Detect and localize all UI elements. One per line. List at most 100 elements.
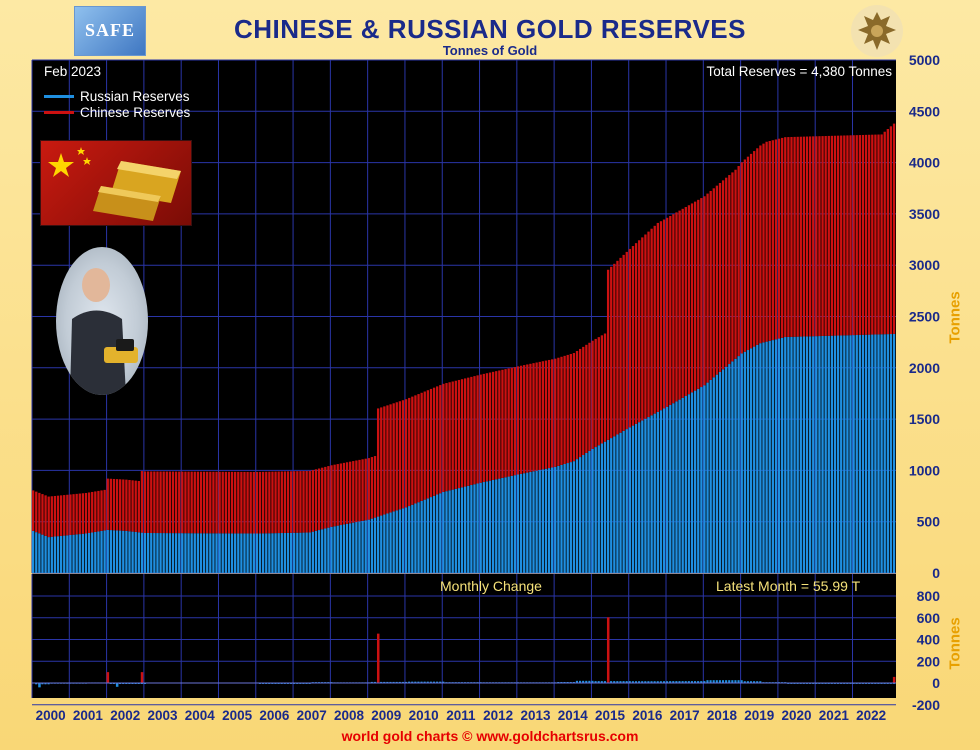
change-bar-russian <box>675 681 678 683</box>
bar-chinese <box>230 471 234 534</box>
bar-russian <box>81 533 85 573</box>
bar-russian <box>619 432 622 573</box>
change-bar-russian <box>591 680 594 683</box>
bar-russian <box>134 531 137 573</box>
bar-chinese <box>380 407 383 516</box>
bar-russian <box>734 358 737 573</box>
change-bar-russian <box>423 681 426 683</box>
bar-russian <box>171 533 175 573</box>
bar-russian <box>715 374 719 573</box>
bar-russian <box>199 533 203 573</box>
bar-chinese <box>63 495 66 536</box>
bar-chinese <box>237 471 240 534</box>
bar-chinese <box>240 471 243 534</box>
bar-chinese <box>628 248 632 428</box>
bar-russian <box>669 404 672 573</box>
bar-chinese <box>684 207 687 397</box>
change-bar-russian <box>672 681 675 683</box>
change-bar-russian <box>641 681 644 683</box>
bar-russian <box>137 532 140 573</box>
bar-russian <box>616 434 619 573</box>
change-bar-russian <box>404 681 408 683</box>
change-bar-russian <box>737 680 740 683</box>
change-bar-russian <box>610 681 613 683</box>
bar-chinese <box>184 471 187 534</box>
bar-russian <box>106 529 109 573</box>
bar-russian <box>380 515 383 573</box>
bar-chinese <box>442 383 445 492</box>
bar-chinese <box>569 353 572 463</box>
bar-chinese <box>255 471 259 534</box>
bar-russian <box>206 533 209 573</box>
bar-chinese <box>283 471 287 533</box>
bar-chinese <box>821 136 824 336</box>
bar-chinese <box>535 362 538 471</box>
bar-russian <box>613 436 616 573</box>
legend-label-russian: Russian Reserves <box>80 88 190 104</box>
bar-russian <box>454 488 457 573</box>
bar-chinese <box>404 399 408 508</box>
bar-chinese <box>864 134 868 335</box>
bar-chinese <box>656 222 659 412</box>
bar-chinese <box>889 126 893 335</box>
bar-russian <box>622 430 625 573</box>
bar-russian <box>56 536 60 573</box>
bar-chinese <box>75 493 78 535</box>
bar-chinese <box>762 143 765 343</box>
change-bar-russian <box>401 681 404 683</box>
y-tick-label: 4500 <box>909 103 940 119</box>
bar-russian <box>523 473 526 573</box>
bar-chinese <box>566 354 569 464</box>
x-tick-label: 2019 <box>744 708 775 723</box>
bar-chinese <box>883 131 886 335</box>
bar-chinese <box>892 123 896 334</box>
x-axis-labels: 2000 2001 2002 2003 2004 2005 2006 2007 2008 2009… <box>0 708 980 726</box>
bar-russian <box>249 533 252 573</box>
change-bar-russian <box>743 681 746 683</box>
bar-russian <box>103 530 106 573</box>
change-bar-russian <box>644 681 647 683</box>
bar-russian <box>432 495 436 573</box>
bar-russian <box>821 335 824 573</box>
bar-chinese <box>299 471 302 533</box>
bar-chinese <box>246 471 249 534</box>
change-spike <box>376 633 380 683</box>
bar-russian <box>824 335 827 573</box>
bar-chinese <box>790 136 793 337</box>
bar-chinese <box>746 156 750 351</box>
bar-russian <box>237 533 240 573</box>
date-label: Feb 2023 <box>44 64 102 79</box>
bar-chinese <box>268 471 271 534</box>
bar-russian <box>684 396 687 573</box>
bar-chinese <box>721 180 725 370</box>
bar-chinese <box>544 360 548 469</box>
bar-russian <box>858 334 862 573</box>
footer-credit: world gold charts © www.goldchartsrus.co… <box>341 728 639 744</box>
change-bar-russian <box>700 681 703 683</box>
bar-russian <box>112 530 116 573</box>
bar-russian <box>830 335 834 573</box>
bar-russian <box>560 464 563 573</box>
bar-chinese <box>725 177 728 367</box>
bar-russian <box>718 371 722 573</box>
bar-chinese <box>305 470 308 533</box>
bar-russian <box>190 533 193 573</box>
bar-russian <box>271 533 274 573</box>
bar-chinese <box>376 408 380 517</box>
bar-chinese <box>768 141 771 341</box>
bar-chinese <box>808 136 812 337</box>
x-tick-label: 2007 <box>296 708 327 723</box>
bar-chinese <box>411 396 414 505</box>
bar-russian <box>818 336 821 573</box>
bar-chinese <box>423 391 426 500</box>
bar-chinese <box>886 129 889 335</box>
bar-chinese <box>286 471 290 533</box>
bar-russian <box>439 493 442 573</box>
bar-russian <box>771 340 774 573</box>
bar-russian <box>349 523 352 573</box>
change-bar-russian <box>439 681 442 683</box>
y-tick-label-change: 200 <box>917 653 941 669</box>
bar-russian <box>703 385 706 573</box>
bar-chinese <box>293 471 296 533</box>
bar-chinese <box>877 134 880 335</box>
